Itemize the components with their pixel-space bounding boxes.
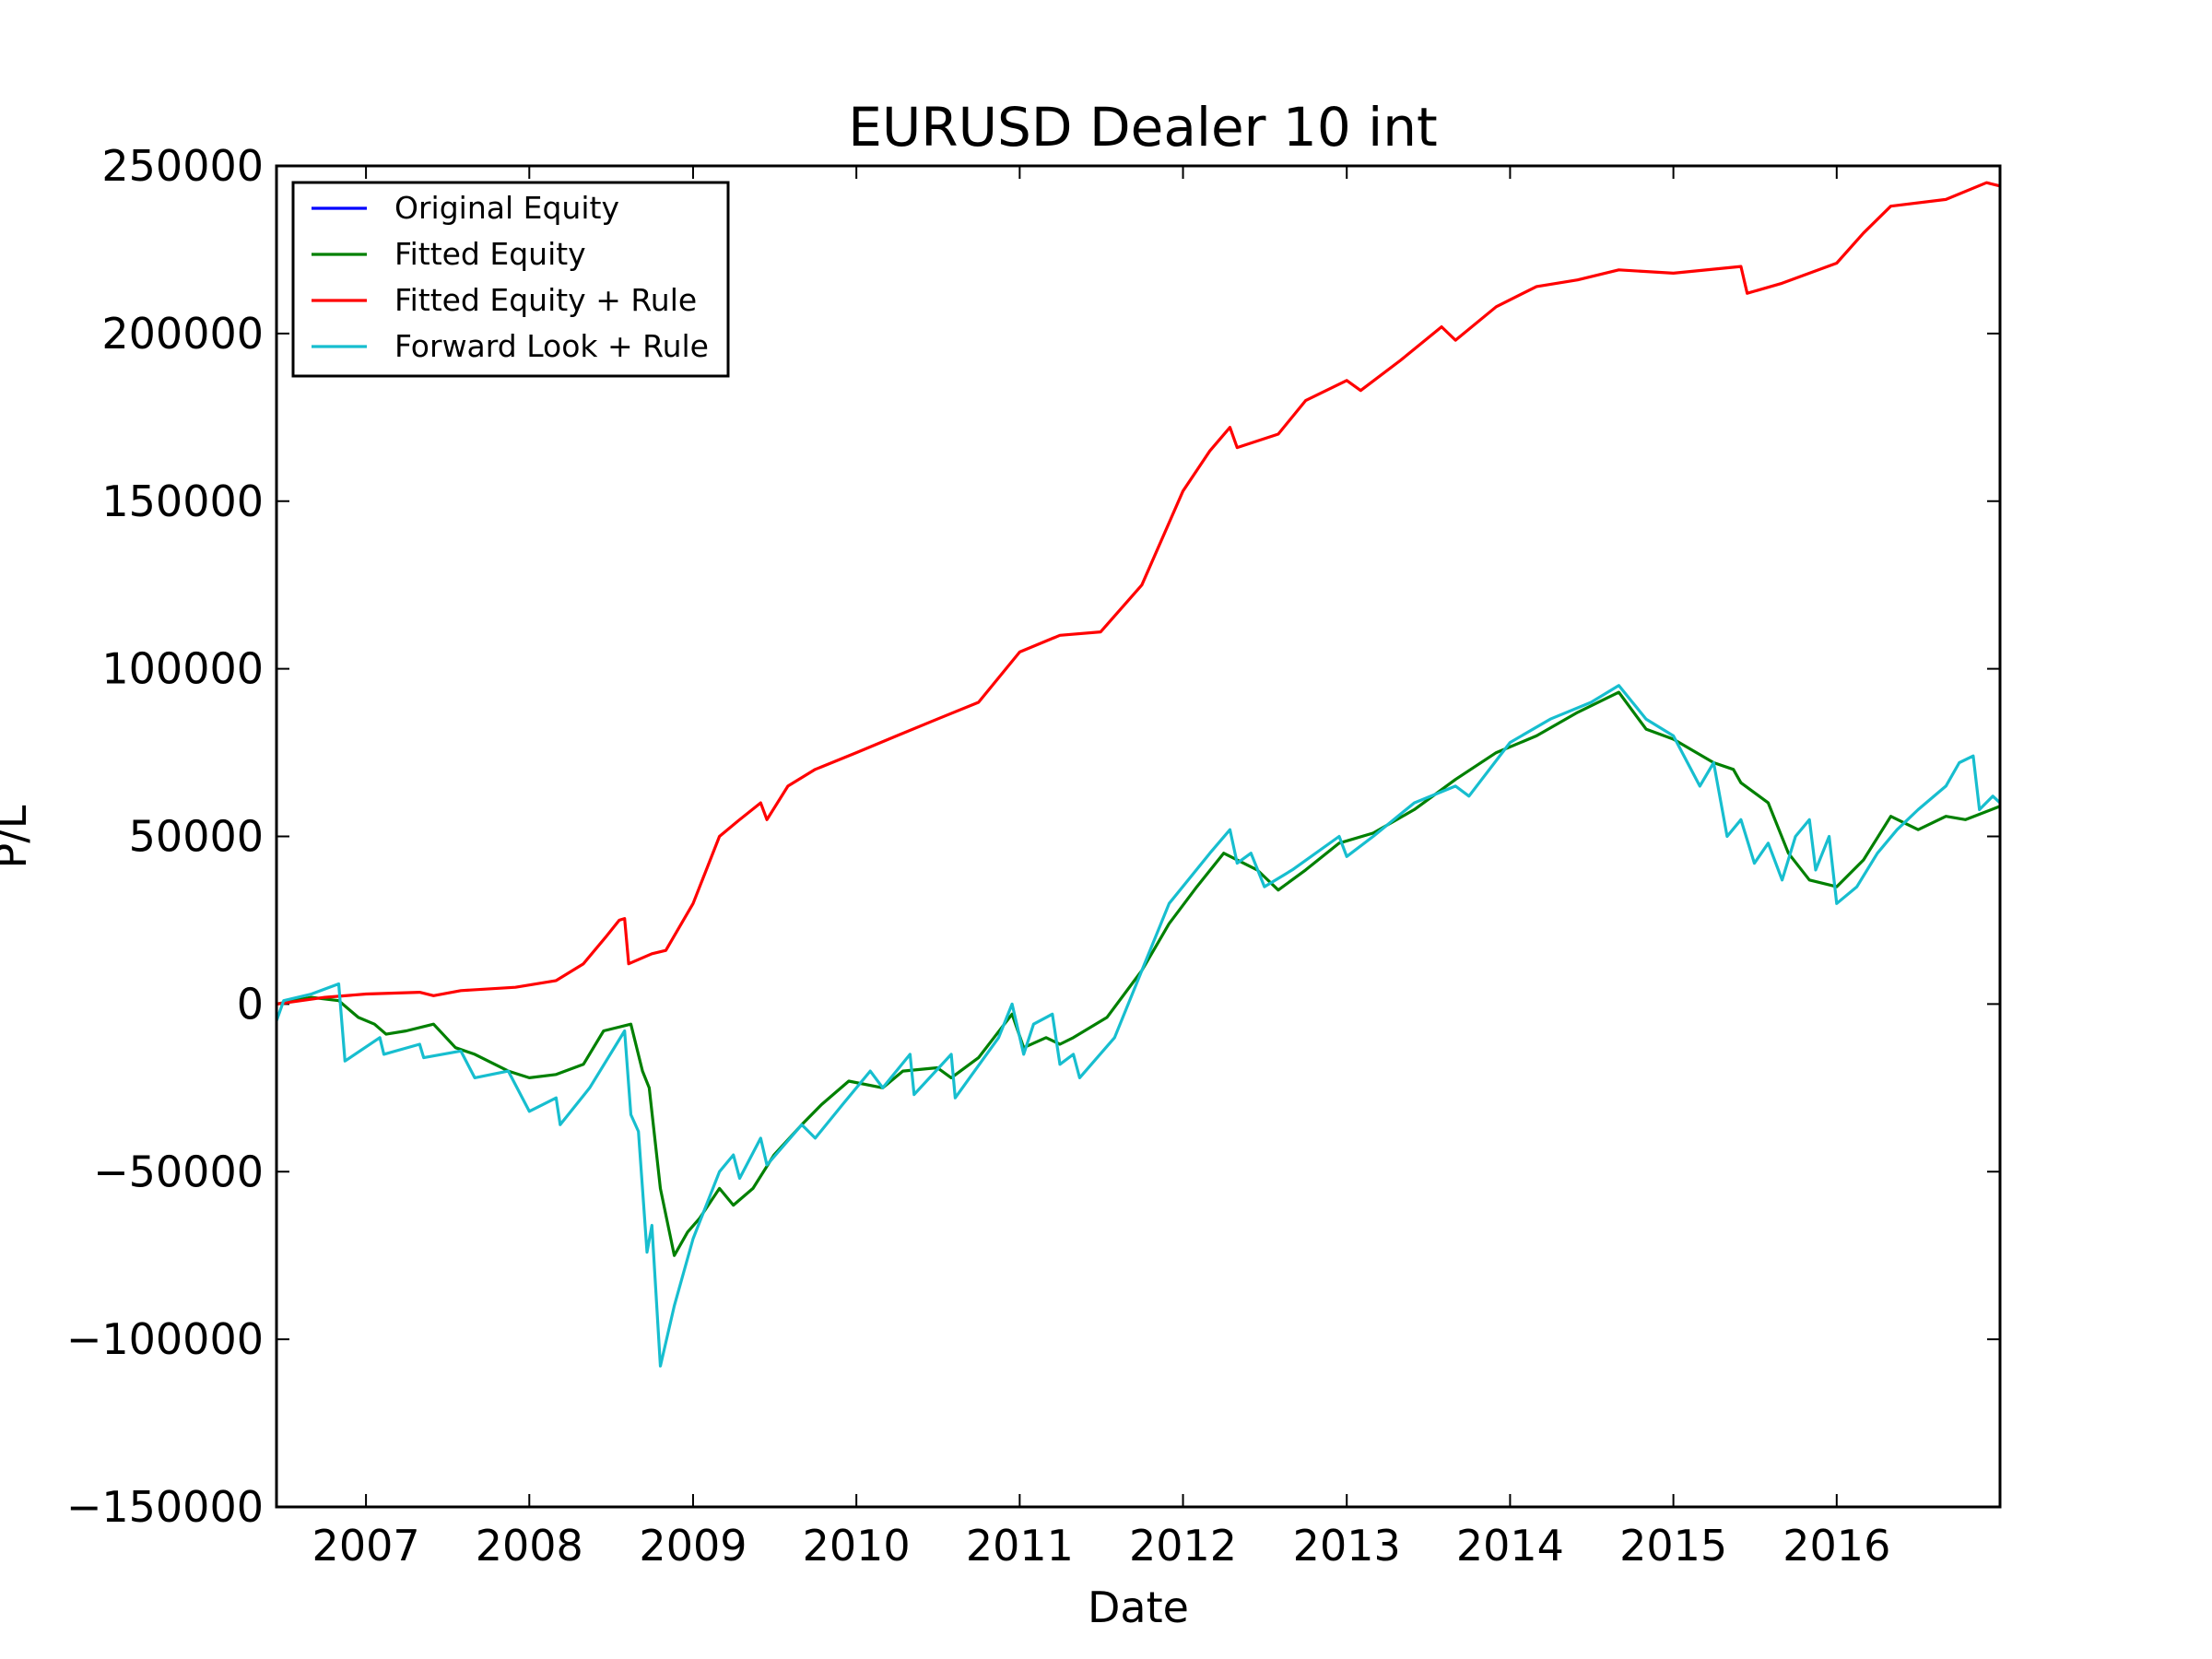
x-axis-label: Date [1088,1583,1189,1632]
y-tick-label: 250000 [101,141,264,191]
x-axis-ticks: 2007 2008 2009 2010 2011 2012 2013 2014 2015 2016 [312,166,1890,1571]
y-tick-label: −50000 [93,1147,264,1196]
x-tick-label: 2016 [1783,1521,1890,1571]
plot-frame [275,164,2002,1509]
y-tick-label: −150000 [66,1482,264,1532]
series-line-forward-look-rule [276,684,2000,1368]
legend-label: Fitted Equity + Rule [394,282,697,318]
x-tick-label: 2008 [476,1521,583,1571]
x-tick-label: 2007 [312,1521,420,1571]
y-axis-ticks: 250000 200000 150000 100000 50000 0 −50000 −100… [66,141,2000,1532]
x-tick-label: 2011 [966,1521,1074,1571]
x-tick-label: 2012 [1129,1521,1237,1571]
y-tick-label: 100000 [101,644,264,694]
legend: Original Equity Fitted Equity Fitted Equit… [291,181,730,378]
x-tick-label: 2009 [639,1521,747,1571]
y-tick-label: 0 [237,979,264,1029]
legend-label: Forward Look + Rule [394,328,709,364]
x-tick-label: 2015 [1619,1521,1727,1571]
y-tick-label: 50000 [129,812,264,862]
chart-title: EURUSD Dealer 10 int [848,96,1438,159]
series-layer [276,181,2000,1368]
y-tick-label: −100000 [66,1314,264,1364]
y-axis-label: P/L [0,805,36,868]
x-tick-label: 2013 [1293,1521,1401,1571]
x-tick-label: 2014 [1456,1521,1564,1571]
legend-frame [291,181,730,378]
y-tick-label: 150000 [101,477,264,526]
x-tick-label: 2010 [803,1521,911,1571]
legend-label: Original Equity [394,190,619,226]
y-tick-label: 200000 [101,309,264,359]
legend-label: Fitted Equity [394,236,586,272]
series-line-fitted-equity-rule [276,181,2000,1006]
